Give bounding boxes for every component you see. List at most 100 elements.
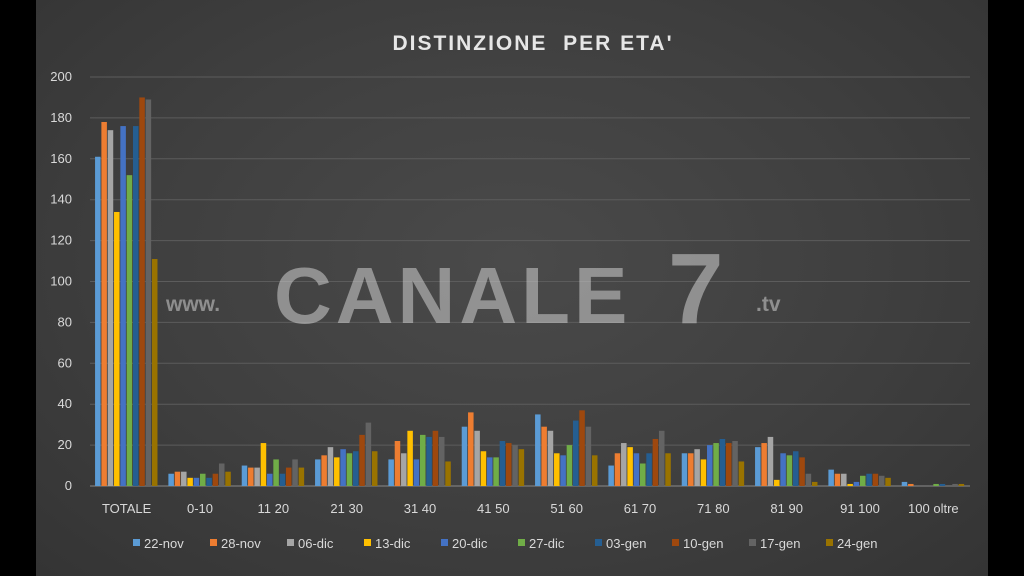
- watermark: www. CANALE 7 .tv: [165, 233, 781, 345]
- bar-17-gen-71-80: [732, 441, 738, 486]
- bar-22-nov-21-30: [315, 459, 321, 486]
- legend-label: 06-dic: [298, 536, 334, 551]
- bar-27-dic-21-30: [346, 453, 353, 486]
- bar-20-dic-61-70: [633, 453, 640, 486]
- y-tick-label: 140: [50, 192, 72, 207]
- legend: 22-nov 28-nov 06-dic 13-dic 20-dic 27-dic 03-g…: [133, 536, 877, 551]
- bar-17-gen-91-100: [878, 475, 885, 486]
- bar-03-gen-71-80: [719, 438, 726, 486]
- y-tick-label: 160: [50, 151, 72, 166]
- y-tick-label: 100: [50, 274, 72, 289]
- legend-swatch: [672, 539, 679, 546]
- bar-10-gen-21-30: [359, 434, 365, 486]
- bar-13-dic-11-20: [260, 443, 267, 486]
- bar-27-dic-11-20: [273, 459, 279, 486]
- bar-22-nov-91-100: [828, 469, 834, 486]
- bar-28-nov-21-30: [321, 455, 327, 486]
- bar-13-dic-31-40: [407, 430, 413, 486]
- y-tick-label: 0: [65, 478, 72, 493]
- bar-03-gen-100-oltre: [939, 483, 946, 486]
- legend-swatch: [518, 539, 525, 546]
- bar-10-gen-61-70: [652, 438, 659, 486]
- legend-label: 17-gen: [760, 536, 800, 551]
- bar-20-dic-51-60: [560, 455, 566, 486]
- x-tick-label: 100 oltre: [908, 501, 959, 516]
- bar-28-nov-31-40: [394, 441, 401, 486]
- legend-label: 03-gen: [606, 536, 646, 551]
- legend-label: 10-gen: [683, 536, 723, 551]
- legend-swatch: [364, 539, 371, 546]
- bar-20-dic-TOTALE: [120, 126, 126, 486]
- y-tick-label: 120: [50, 233, 72, 248]
- bar-10-gen-51-60: [579, 410, 585, 486]
- legend-swatch: [210, 539, 217, 546]
- bar-17-gen-11-20: [292, 459, 298, 486]
- x-tick-label: 81 90: [770, 501, 803, 516]
- legend-label: 13-dic: [375, 536, 411, 551]
- bar-24-gen-21-30: [371, 451, 378, 486]
- bar-06-dic-71-80: [694, 449, 700, 486]
- bar-22-nov-100-oltre: [901, 481, 908, 486]
- bar-27-dic-31-40: [420, 434, 426, 486]
- bar-27-dic-51-60: [566, 445, 573, 486]
- bar-24-gen-11-20: [298, 467, 305, 486]
- bar-03-gen-TOTALE: [132, 126, 139, 486]
- legend-label: 28-nov: [221, 536, 261, 551]
- bar-20-dic-41-50: [487, 457, 493, 486]
- bar-06-dic-81-90: [767, 436, 774, 486]
- bar-17-gen-41-50: [512, 445, 518, 486]
- bar-27-dic-41-50: [493, 457, 499, 486]
- bar-24-gen-100-oltre: [958, 483, 965, 486]
- bar-22-nov-71-80: [681, 453, 688, 486]
- bar-03-gen-11-20: [279, 473, 286, 486]
- bar-06-dic-21-30: [327, 447, 334, 486]
- bar-03-gen-61-70: [646, 453, 652, 486]
- x-tick-label: 21 30: [330, 501, 363, 516]
- bar-24-gen-0-10: [225, 471, 231, 486]
- bar-10-gen-11-20: [285, 467, 292, 486]
- bar-06-dic-31-40: [401, 453, 407, 486]
- x-tick-label: 91 100: [840, 501, 880, 516]
- bar-24-gen-71-80: [738, 461, 745, 486]
- bar-20-dic-11-20: [267, 473, 273, 486]
- bar-24-gen-61-70: [665, 453, 671, 486]
- bar-13-dic-81-90: [774, 479, 780, 486]
- bar-13-dic-21-30: [334, 457, 340, 486]
- y-tick-label: 20: [58, 437, 72, 452]
- legend-label: 20-dic: [452, 536, 488, 551]
- legend-label: 24-gen: [837, 536, 877, 551]
- bar-10-gen-81-90: [799, 457, 805, 486]
- legend-swatch: [287, 539, 294, 546]
- bar-28-nov-61-70: [614, 453, 621, 486]
- bar-28-nov-91-100: [834, 473, 841, 486]
- bar-13-dic-51-60: [554, 453, 560, 486]
- x-axis: TOTALE 0-10 11 20 21 30 31 40 41 50 51 60 61 70…: [102, 501, 959, 516]
- x-tick-label: 41 50: [477, 501, 510, 516]
- bar-10-gen-TOTALE: [139, 97, 145, 486]
- bar-27-dic-91-100: [860, 475, 866, 486]
- bar-24-gen-51-60: [591, 455, 598, 486]
- bar-17-gen-81-90: [805, 473, 812, 486]
- y-axis: 0 20 40 60 80 100 120 140 160 180 200: [50, 69, 72, 493]
- bar-03-gen-51-60: [572, 420, 579, 486]
- bar-17-gen-TOTALE: [145, 99, 152, 487]
- bar-17-gen-0-10: [218, 463, 225, 486]
- bar-22-nov-51-60: [535, 414, 541, 486]
- chart-frame: DISTINZIONE PER ETA' 0 20 40 60 80 100 120 140 1…: [36, 0, 988, 576]
- bar-20-dic-91-100: [853, 481, 860, 486]
- x-tick-label: TOTALE: [102, 501, 152, 516]
- bar-28-nov-71-80: [688, 453, 694, 486]
- x-tick-label: 61 70: [624, 501, 657, 516]
- gridlines: [90, 76, 970, 487]
- bar-20-dic-0-10: [193, 477, 200, 486]
- bar-27-dic-TOTALE: [126, 175, 133, 486]
- bar-06-dic-51-60: [547, 430, 554, 486]
- bar-03-gen-41-50: [499, 441, 506, 486]
- legend-swatch: [133, 539, 140, 546]
- bar-13-dic-41-50: [480, 451, 487, 486]
- bar-17-gen-21-30: [365, 422, 372, 486]
- bar-22-nov-TOTALE: [95, 156, 101, 486]
- bar-06-dic-41-50: [474, 430, 480, 486]
- bar-13-dic-91-100: [847, 483, 853, 486]
- x-tick-label: 51 60: [550, 501, 583, 516]
